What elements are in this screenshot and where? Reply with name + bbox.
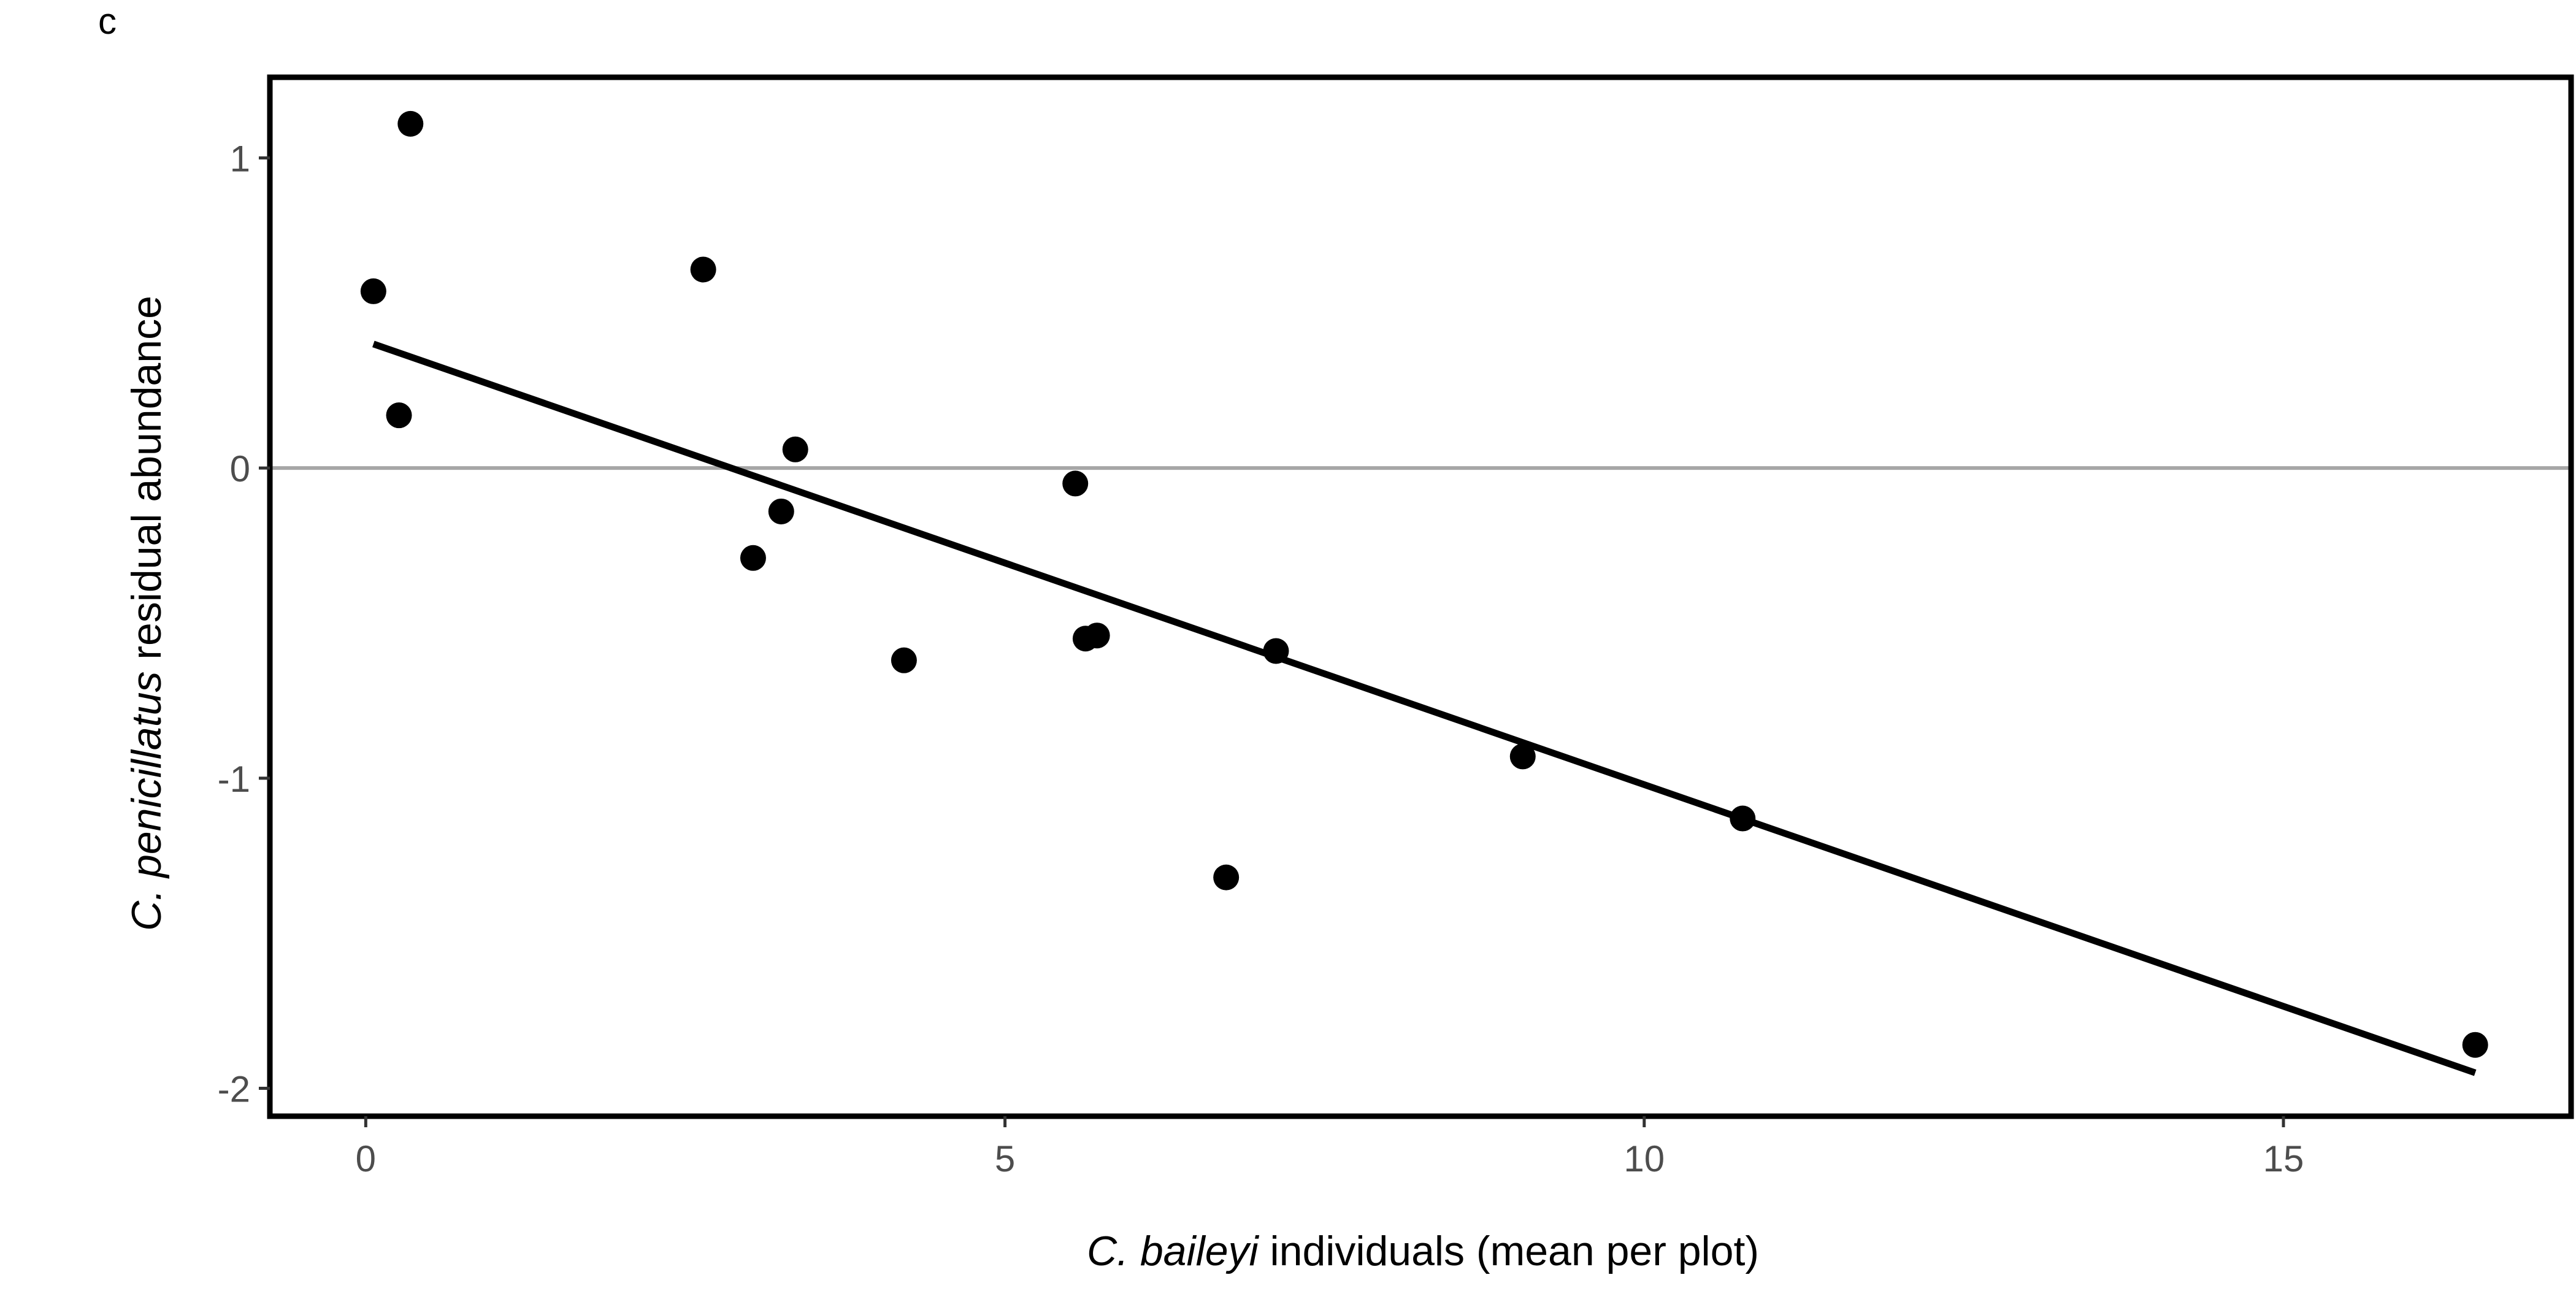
data-point-5 — [782, 436, 808, 462]
data-point-4 — [386, 402, 412, 429]
y-axis-title: C. penicillatus residual abundance — [123, 296, 170, 931]
x-axis: 0 5 10 15 — [356, 1116, 2304, 1179]
y-axis: 1 0 -1 -2 — [218, 138, 270, 1109]
data-point-14 — [1509, 743, 1536, 770]
regression-line — [372, 340, 2477, 1076]
data-point-1 — [397, 110, 424, 137]
x-axis-title-italic: C. baileyi — [1087, 1228, 1260, 1274]
x-tick-label-3: 10 — [1623, 1138, 1665, 1179]
data-point-12 — [1263, 638, 1289, 664]
data-point-6 — [768, 498, 794, 524]
data-point-9 — [891, 647, 917, 673]
x-tick-label-2: 5 — [995, 1138, 1015, 1179]
panel-label: c — [98, 1, 117, 42]
data-point-3 — [690, 256, 716, 283]
y-axis-title-rest: residual abundance — [123, 296, 170, 671]
data-points-layer — [360, 110, 2488, 1058]
data-point-15 — [1730, 805, 1756, 832]
x-tick-label-4: 15 — [2263, 1138, 2304, 1179]
fit-line-layer — [372, 340, 2477, 1076]
x-tick-label-1: 0 — [356, 1138, 376, 1179]
plot-frame-layer — [267, 74, 2574, 1119]
data-point-11 — [1084, 623, 1110, 649]
x-axis-title: C. baileyi individuals (mean per plot) — [1087, 1228, 1759, 1274]
data-point-8 — [1062, 470, 1089, 497]
data-point-16 — [2462, 1032, 2488, 1058]
y-axis-title-italic: C. penicillatus — [123, 672, 170, 931]
data-point-2 — [360, 278, 386, 304]
y-tick-label-3: -1 — [218, 759, 250, 800]
x-axis-title-rest: individuals (mean per plot) — [1259, 1228, 1759, 1274]
y-tick-label-1: 1 — [230, 138, 250, 179]
y-tick-label-4: -2 — [218, 1068, 250, 1109]
data-point-7 — [740, 545, 766, 571]
y-tick-label-2: 0 — [230, 448, 250, 489]
data-point-13 — [1213, 864, 1240, 891]
plot-frame — [267, 74, 2574, 1119]
